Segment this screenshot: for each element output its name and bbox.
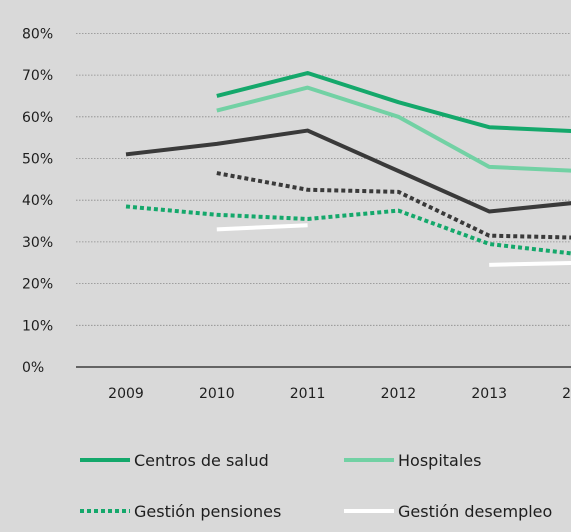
x-tick-label: 2009 [108,386,144,402]
series-line [216,171,571,240]
x-tick-label: 2012 [381,386,417,402]
x-tick-label: 2014 [562,386,571,402]
legend-label: Gestión desempleo [398,502,552,521]
series-line [489,260,571,267]
legend-label: Hospitales [398,451,481,470]
legend-item: Hospitales [344,451,481,470]
y-tick-label: 20% [22,277,53,293]
series-line [216,223,308,232]
x-tick-label: 2010 [199,386,235,402]
y-tick-label: 80% [22,26,53,42]
y-tick-label: 70% [22,68,53,84]
y-tick-label: 60% [22,110,53,126]
series-line [125,128,571,214]
legend-item: Gestión pensiones [80,502,281,521]
legend-label: Centros de salud [134,451,269,470]
y-tick-label: 10% [22,318,53,334]
y-tick-label: 50% [22,152,53,168]
series-5 [216,223,571,267]
y-tick-label: 30% [22,235,53,251]
legend-label: Gestión pensiones [134,502,281,521]
series-4 [125,204,571,256]
series-line [216,71,571,133]
series-line [216,85,571,173]
legend-item: Gestión desempleo [344,502,552,521]
x-tick-label: 2011 [290,386,326,402]
series-0 [216,71,571,133]
y-tick-label: 40% [22,193,53,209]
y-tick-label: 0% [22,360,44,376]
x-tick-label: 2013 [471,386,507,402]
legend-item: Centros de salud [80,451,269,470]
series-1 [216,85,571,173]
series-line [125,204,571,256]
series-2 [125,128,571,214]
series-3 [216,171,571,240]
